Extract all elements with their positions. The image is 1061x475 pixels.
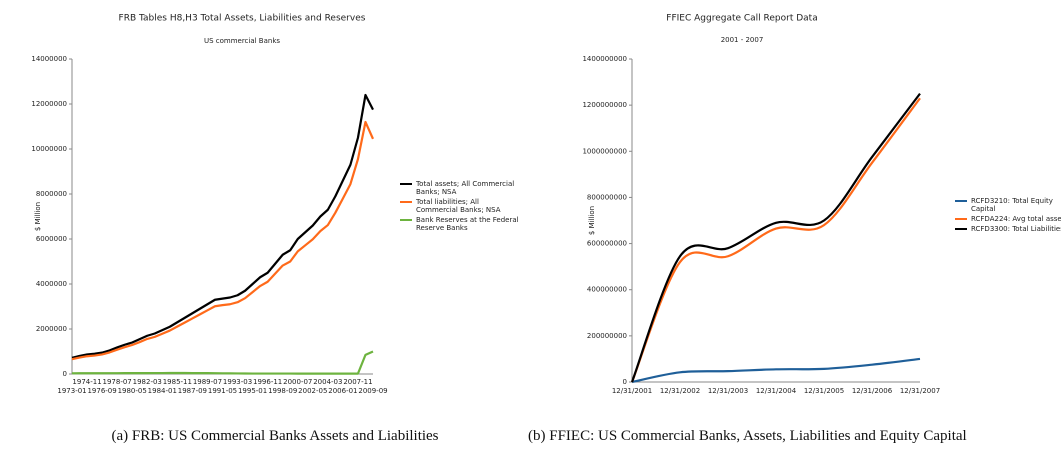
y-tick-label: 600000000 [587, 240, 627, 248]
legend-label: Bank Reserves at the Federal Reserve Ban… [416, 216, 519, 232]
x-tick-label: 1974-11 [72, 378, 101, 386]
y-tick-label: 12000000 [31, 100, 67, 108]
legend-swatch [955, 200, 967, 202]
x-tick-label: 12/31/2001 [612, 387, 652, 395]
data-line [631, 357, 921, 384]
x-tick-label: 1980-05 [118, 387, 147, 395]
x-tick-label: 1982-03 [133, 378, 162, 386]
legend-swatch [400, 201, 412, 203]
x-tick-label: 1987-09 [178, 387, 207, 395]
y-axis-label: $ Million [588, 206, 596, 235]
x-tick-label: 12/31/2003 [708, 387, 748, 395]
x-tick-label: 2007-11 [343, 378, 372, 386]
x-tick-label: 2002-05 [298, 387, 327, 395]
legend-item: RCFD3210: Total Equity Capital [955, 197, 1061, 213]
legend-swatch [400, 219, 412, 221]
legend-swatch [400, 183, 412, 185]
data-line [71, 120, 375, 361]
data-line [630, 97, 921, 383]
y-tick-label: 1400000000 [582, 55, 627, 63]
x-tick-label: 12/31/2007 [900, 387, 940, 395]
legend-item: Total liabilities; All Commercial Banks;… [400, 198, 520, 214]
x-tick-label: 2009-09 [358, 387, 387, 395]
legend: Total assets; All Commercial Banks; NSA T… [400, 180, 520, 234]
chart-subtitle: 2001 - 2007 [721, 36, 764, 44]
x-tick-label: 12/31/2006 [852, 387, 893, 395]
x-tick-label: 1993-03 [223, 378, 252, 386]
legend-item: RCFDA224: Avg total assets [955, 215, 1061, 223]
x-tick-label: 1989-07 [193, 378, 222, 386]
x-tick-label: 1973-01 [57, 387, 86, 395]
y-tick-label: 1200000000 [582, 101, 627, 109]
legend: RCFD3210: Total Equity Capital RCFDA224: … [955, 197, 1061, 235]
legend-item: RCFD3300: Total Liabilities [955, 225, 1061, 233]
legend-swatch [955, 228, 967, 230]
legend-label: Total assets; All Commercial Banks; NSA [416, 180, 515, 196]
y-tick-label: 1000000000 [582, 147, 627, 155]
x-tick-label: 12/31/2004 [756, 387, 797, 395]
data-line [71, 93, 374, 359]
legend-label: RCFDA224: Avg total assets [971, 215, 1061, 223]
legend-label: RCFD3210: Total Equity Capital [971, 197, 1053, 213]
x-tick-label: 2000-07 [283, 378, 312, 386]
x-tick-label: 12/31/2002 [660, 387, 700, 395]
x-tick-label: 1985-11 [163, 378, 192, 386]
x-tick-label: 1996-11 [253, 378, 282, 386]
y-tick-label: 0 [623, 378, 627, 386]
y-tick-label: 200000000 [587, 332, 627, 340]
y-axis-label: $ Million [34, 202, 42, 231]
x-tick-label: 12/31/2005 [804, 387, 844, 395]
y-tick-label: 10000000 [31, 145, 67, 153]
y-tick-label: 0 [63, 370, 67, 378]
x-tick-label: 1991-05 [208, 387, 237, 395]
x-tick-label: 1976-09 [87, 387, 116, 395]
y-tick-label: 14000000 [31, 55, 67, 63]
x-tick-label: 1978-07 [103, 378, 132, 386]
chart-title: FRB Tables H8,H3 Total Assets, Liabiliti… [119, 14, 366, 24]
caption: (b) FFIEC: US Commercial Banks, Assets, … [528, 428, 967, 444]
y-tick-label: 6000000 [36, 235, 67, 243]
x-tick-label: 2006-01 [328, 387, 357, 395]
x-tick-label: 1995-01 [238, 387, 267, 395]
chart-subtitle: US commercial Banks [204, 37, 280, 45]
x-tick-label: 1998-09 [268, 387, 297, 395]
legend-item: Total assets; All Commercial Banks; NSA [400, 180, 520, 196]
y-tick-label: 4000000 [36, 280, 67, 288]
data-line [630, 92, 921, 383]
y-tick-label: 8000000 [36, 190, 67, 198]
y-tick-label: 800000000 [587, 193, 627, 201]
legend-swatch [955, 218, 967, 220]
y-tick-label: 2000000 [36, 325, 67, 333]
data-line [71, 350, 374, 375]
legend-label: Total liabilities; All Commercial Banks;… [416, 198, 501, 214]
legend-label: RCFD3300: Total Liabilities [971, 225, 1061, 233]
chart-title: FFIEC Aggregate Call Report Data [666, 14, 817, 24]
x-tick-label: 2004-03 [313, 378, 342, 386]
x-tick-label: 1984-01 [148, 387, 177, 395]
legend-item: Bank Reserves at the Federal Reserve Ban… [400, 216, 520, 232]
y-tick-label: 400000000 [587, 286, 627, 294]
caption: (a) FRB: US Commercial Banks Assets and … [111, 428, 439, 444]
